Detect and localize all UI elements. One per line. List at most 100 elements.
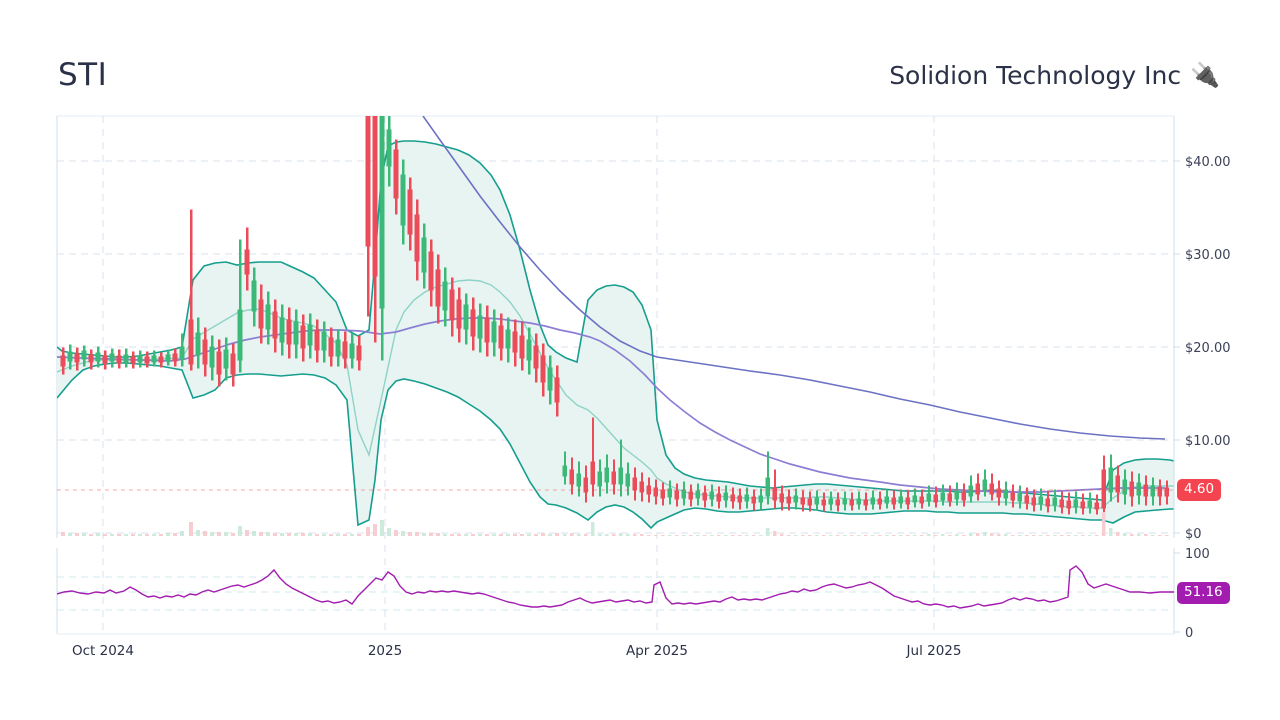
candle bbox=[102, 350, 108, 370]
candle bbox=[597, 459, 603, 497]
candle bbox=[744, 487, 750, 509]
candle bbox=[1059, 491, 1065, 514]
candle bbox=[314, 319, 320, 363]
candle bbox=[1031, 489, 1037, 512]
candle bbox=[674, 483, 680, 507]
candle bbox=[632, 467, 638, 501]
price-tick-label: $40.00 bbox=[1185, 155, 1231, 170]
candle bbox=[279, 304, 285, 356]
candle bbox=[209, 335, 215, 381]
candle bbox=[188, 209, 194, 371]
current-price-badge: 4.60 bbox=[1177, 479, 1222, 501]
bollinger-bands bbox=[57, 140, 1174, 530]
candle bbox=[1143, 475, 1149, 506]
candle bbox=[807, 491, 813, 512]
candle bbox=[1003, 481, 1009, 506]
candle bbox=[982, 469, 988, 497]
candle bbox=[877, 491, 883, 510]
candle bbox=[1122, 469, 1128, 505]
candle bbox=[1017, 485, 1023, 509]
candle bbox=[463, 293, 469, 345]
rsi-tick-label: 0 bbox=[1185, 626, 1193, 641]
candle bbox=[723, 485, 729, 508]
candle bbox=[737, 488, 743, 510]
candle bbox=[1052, 489, 1058, 512]
candle bbox=[393, 139, 399, 215]
candle bbox=[1080, 493, 1086, 515]
candle bbox=[667, 480, 673, 505]
candle bbox=[611, 459, 617, 495]
candle bbox=[786, 489, 792, 511]
candle bbox=[779, 485, 785, 511]
candle bbox=[646, 477, 652, 503]
candle bbox=[996, 480, 1002, 506]
rsi-tick-label: 100 bbox=[1185, 547, 1210, 562]
candle bbox=[223, 337, 229, 381]
time-gridlines bbox=[102, 116, 935, 634]
candle bbox=[562, 451, 568, 485]
candle bbox=[379, 116, 385, 361]
candle bbox=[244, 227, 250, 291]
candle bbox=[576, 461, 582, 497]
company-name: Solidion Technology Inc bbox=[889, 61, 1182, 90]
candle bbox=[349, 333, 355, 369]
candle bbox=[758, 488, 764, 510]
candle bbox=[1066, 492, 1072, 515]
candle bbox=[428, 239, 434, 307]
chart-header: STI Solidion Technology Inc 🔌 bbox=[0, 0, 1280, 116]
candle bbox=[639, 472, 645, 502]
candle bbox=[300, 314, 306, 362]
candle bbox=[772, 469, 778, 509]
candle bbox=[272, 299, 278, 353]
candle bbox=[660, 482, 666, 506]
candle bbox=[540, 343, 546, 397]
candle bbox=[891, 490, 897, 510]
candle bbox=[947, 485, 953, 507]
candle bbox=[905, 490, 911, 510]
electric-plug-icon: 🔌 bbox=[1190, 60, 1220, 89]
price-tick-label: $0 bbox=[1185, 527, 1202, 542]
candle bbox=[202, 327, 208, 377]
current-rsi-badge: 51.16 bbox=[1177, 582, 1230, 604]
candle bbox=[321, 321, 327, 363]
candle bbox=[116, 349, 122, 369]
bollinger-band-fill bbox=[57, 141, 1174, 528]
candle bbox=[856, 491, 862, 510]
candle bbox=[842, 491, 848, 511]
candle bbox=[407, 177, 413, 251]
candle bbox=[151, 350, 157, 367]
candlestick-series bbox=[60, 116, 1170, 519]
candle bbox=[618, 439, 624, 497]
candle bbox=[400, 159, 406, 245]
candle bbox=[442, 267, 448, 327]
candle bbox=[144, 351, 150, 368]
candle bbox=[702, 485, 708, 508]
price-axis: $40.00 $30.00 $20.00 $10.00 $0 bbox=[1173, 116, 1231, 542]
candle bbox=[1108, 454, 1114, 502]
candle bbox=[653, 479, 659, 505]
candle bbox=[165, 349, 171, 366]
price-tick-label: $20.00 bbox=[1185, 341, 1231, 356]
candle bbox=[286, 307, 292, 359]
candle bbox=[940, 484, 946, 506]
candle bbox=[730, 487, 736, 509]
candle bbox=[961, 483, 967, 507]
time-axis: Oct 2024 2025 Apr 2025 Jul 2025 bbox=[57, 633, 1174, 659]
candle bbox=[172, 348, 178, 367]
candle bbox=[863, 492, 869, 511]
candle bbox=[435, 254, 441, 324]
candle bbox=[681, 481, 687, 506]
candle bbox=[1045, 490, 1051, 513]
candle bbox=[547, 355, 553, 405]
candle bbox=[1038, 488, 1044, 511]
candle bbox=[954, 482, 960, 506]
price-tick-label: $30.00 bbox=[1185, 248, 1231, 263]
candle bbox=[751, 489, 757, 511]
candle bbox=[695, 483, 701, 506]
candle bbox=[554, 365, 560, 417]
candle bbox=[583, 465, 589, 503]
candle bbox=[421, 223, 427, 289]
candle bbox=[835, 492, 841, 512]
candle bbox=[716, 486, 722, 509]
